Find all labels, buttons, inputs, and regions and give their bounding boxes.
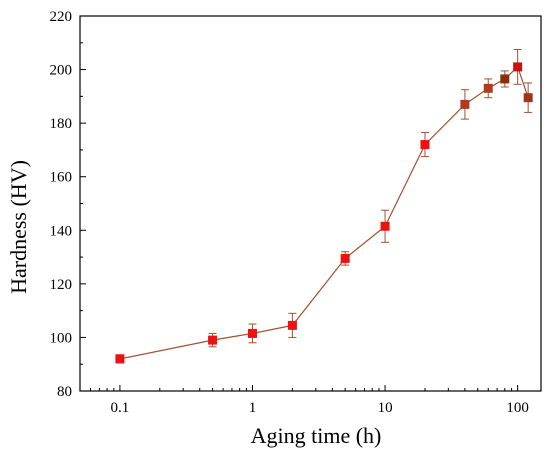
- y-tick-label: 100: [50, 330, 73, 346]
- data-point: [115, 354, 125, 364]
- data-point: [513, 62, 523, 72]
- y-tick-label: 140: [50, 223, 73, 239]
- plot-area: 80 100 120 140 160 180 200 220 0.1 1 10 100: [50, 9, 542, 416]
- data-point: [380, 221, 390, 231]
- x-tick-label: 100: [506, 400, 529, 416]
- x-tick-label: 1: [249, 400, 257, 416]
- x-tick-label: 10: [378, 400, 393, 416]
- y-tick-label: 180: [50, 116, 73, 132]
- data-point: [340, 253, 350, 263]
- y-tick-label: 220: [50, 9, 73, 25]
- series-line: [119, 65, 529, 360]
- data-point: [420, 140, 430, 150]
- data-point: [460, 99, 470, 109]
- data-point: [287, 320, 297, 330]
- y-tick-label: 120: [50, 277, 73, 293]
- data-point: [500, 74, 510, 84]
- data-point: [483, 83, 493, 93]
- x-tick-label: 0.1: [111, 400, 130, 416]
- data-point: [523, 93, 533, 103]
- y-axis-title: Hardness (HV): [6, 160, 31, 294]
- x-axis-title: Aging time (h): [251, 423, 382, 448]
- y-tick-label: 80: [57, 384, 72, 400]
- y-tick-label: 160: [50, 170, 73, 186]
- plot-frame: [79, 15, 542, 392]
- y-tick-label: 200: [50, 63, 73, 79]
- data-point: [208, 335, 218, 345]
- data-point: [247, 328, 257, 338]
